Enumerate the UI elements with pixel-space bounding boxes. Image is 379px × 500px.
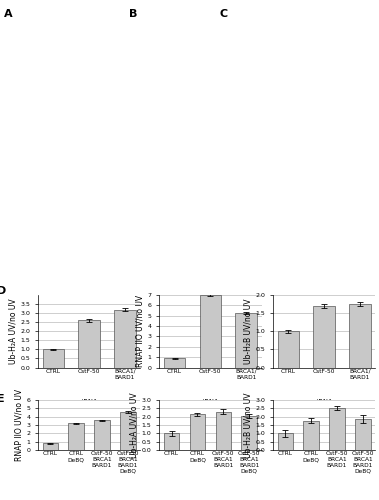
Bar [78,320,100,368]
Bar [114,310,136,368]
Text: E: E [0,394,5,404]
Bar [42,350,64,368]
Bar [164,358,185,368]
Y-axis label: RNAP IIO UV/no UV: RNAP IIO UV/no UV [14,389,23,461]
Bar [235,312,257,368]
Y-axis label: Ub-H₂A UV/no UV: Ub-H₂A UV/no UV [130,392,139,458]
Bar [42,444,58,450]
Y-axis label: Ub-H₂B UV/no UV: Ub-H₂B UV/no UV [244,392,252,458]
Y-axis label: Ub-H₂A UV/no UV: Ub-H₂A UV/no UV [9,298,17,364]
X-axis label: siRNA:: siRNA: [200,399,221,405]
X-axis label: siRNA:: siRNA: [313,399,335,405]
Bar [241,416,257,450]
Bar [277,434,293,450]
Bar [94,420,110,450]
Bar [200,295,221,368]
Y-axis label: Ub-H₂B UV/no UV: Ub-H₂B UV/no UV [244,298,252,364]
Bar [349,304,371,368]
Bar [190,414,205,450]
Bar [216,412,231,450]
Bar [303,421,319,450]
Bar [329,408,345,450]
Bar [68,424,84,450]
Text: A: A [4,8,13,18]
Bar [277,331,299,368]
Y-axis label: RNAP IIO UV/no UV: RNAP IIO UV/no UV [136,295,145,368]
Bar [120,412,136,450]
Bar [164,434,179,450]
Bar [313,306,335,368]
Text: B: B [129,8,137,18]
X-axis label: siRNA:: siRNA: [78,399,100,405]
Bar [355,419,371,450]
Text: D: D [0,286,6,296]
Text: C: C [220,8,228,18]
